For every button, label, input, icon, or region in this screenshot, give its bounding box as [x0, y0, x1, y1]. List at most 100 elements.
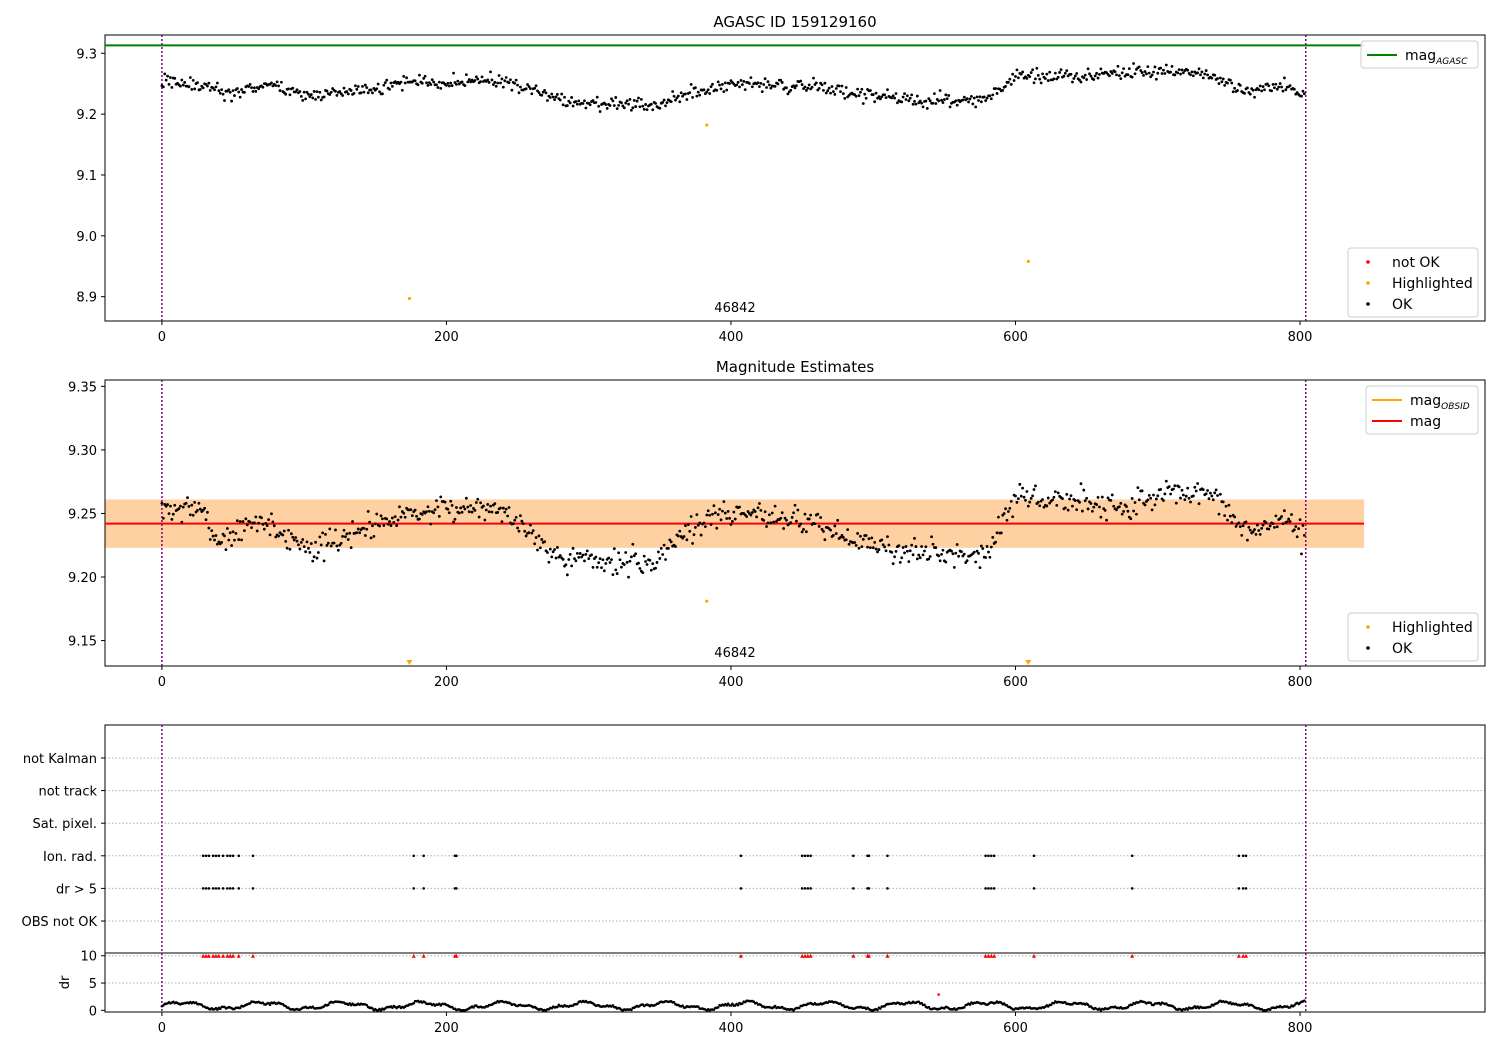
dr-over-threshold-marker — [802, 953, 807, 958]
ok-point — [1295, 91, 1299, 94]
ok-point — [201, 508, 205, 512]
ok-point — [890, 550, 894, 554]
ok-point — [1159, 66, 1163, 70]
ok-point — [925, 107, 929, 110]
ok-point — [302, 545, 306, 549]
ok-point — [597, 561, 601, 565]
ok-point — [1216, 494, 1219, 497]
ok-point — [1210, 494, 1214, 498]
flag-marker — [852, 887, 855, 890]
ok-point — [1089, 74, 1093, 78]
ok-point — [196, 508, 199, 512]
ok-point — [348, 531, 352, 535]
ok-point — [513, 518, 517, 522]
ok-point — [632, 99, 636, 102]
ok-point — [698, 93, 702, 97]
ok-point — [832, 533, 835, 537]
ok-point — [389, 81, 393, 85]
flag-marker — [809, 854, 812, 858]
ok-point — [898, 560, 902, 564]
ok-point — [674, 545, 677, 548]
ok-point — [696, 90, 700, 94]
ok-point — [318, 90, 322, 94]
ok-point — [1083, 499, 1087, 503]
ok-point — [1108, 74, 1111, 78]
ok-point — [689, 515, 693, 518]
ok-point — [1283, 509, 1286, 513]
dr-over-threshold-marker — [989, 953, 994, 958]
ok-point — [161, 85, 165, 89]
ok-point — [344, 535, 347, 539]
flag-marker — [201, 887, 205, 890]
ok-point — [250, 526, 253, 530]
ok-point — [583, 99, 586, 103]
ok-point — [410, 514, 414, 518]
ok-point — [884, 96, 888, 100]
ok-point — [295, 88, 299, 92]
ok-point — [1301, 524, 1305, 527]
ok-point — [223, 99, 226, 102]
ok-point — [797, 524, 801, 528]
ok-point — [426, 505, 430, 509]
ok-point — [169, 504, 172, 508]
ok-point — [1302, 92, 1306, 96]
ok-point — [792, 84, 795, 88]
ok-point — [1152, 493, 1155, 497]
ok-point — [317, 551, 320, 554]
ok-point — [591, 99, 595, 102]
ok-point — [524, 87, 528, 91]
ok-point — [365, 86, 369, 90]
ok-point — [486, 502, 490, 506]
ok-point — [622, 106, 626, 110]
ok-point — [453, 517, 457, 521]
dr-point — [1049, 1003, 1053, 1007]
panel-agasc-magnitude: 46842 0 200 400 600 800 8.9 9.0 9.1 9.2 9.3 AGASC I… — [76, 13, 1486, 345]
ok-point — [988, 555, 992, 559]
ok-point — [759, 509, 763, 512]
x-tick-label: 600 — [1003, 330, 1028, 345]
dr-over-threshold-marker — [885, 953, 890, 958]
ok-point — [476, 497, 480, 501]
ok-point — [575, 551, 579, 555]
ok-point — [1115, 508, 1118, 512]
ok-point — [252, 521, 256, 525]
ok-point — [934, 546, 938, 550]
ok-point — [857, 546, 861, 550]
dr-over-threshold-marker — [1241, 953, 1246, 958]
ok-point — [581, 102, 585, 105]
legend-dot-swatch — [1366, 281, 1370, 285]
ok-point — [1106, 496, 1110, 500]
ok-point — [227, 88, 231, 92]
ok-point — [170, 85, 174, 89]
ok-point — [785, 518, 788, 522]
ok-point — [160, 501, 164, 505]
ok-point — [240, 538, 243, 542]
ok-point — [728, 82, 731, 85]
ok-point — [836, 518, 840, 522]
flag-marker — [251, 854, 255, 858]
ok-point — [612, 547, 616, 551]
ok-point — [311, 96, 315, 100]
flag-marker — [228, 854, 232, 858]
ok-point — [240, 88, 243, 91]
ok-point — [995, 531, 999, 535]
ok-point — [309, 93, 313, 96]
ok-point — [1301, 89, 1305, 93]
ok-point — [245, 523, 249, 527]
flag-marker — [455, 854, 458, 858]
ok-point — [913, 536, 916, 540]
ok-point — [356, 527, 360, 531]
ok-point — [443, 500, 447, 504]
ok-point — [469, 504, 473, 507]
ok-point — [793, 86, 797, 90]
ok-point — [1196, 482, 1200, 485]
ok-point — [217, 89, 221, 93]
ok-point — [691, 542, 694, 545]
ok-point — [931, 542, 935, 546]
ok-point — [528, 523, 532, 527]
x-tick-label: 400 — [719, 330, 744, 345]
ok-point — [911, 102, 915, 106]
ok-point — [1053, 71, 1057, 75]
ok-point — [322, 559, 326, 563]
ok-point — [928, 99, 932, 103]
